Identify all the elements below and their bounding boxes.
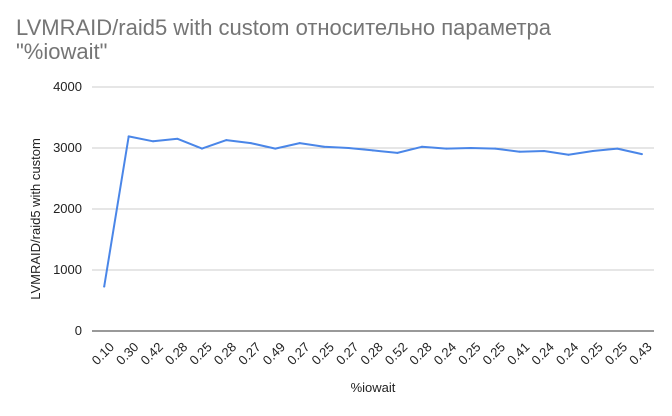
data-point [274, 147, 277, 150]
x-tick-label: 0.49 [260, 339, 289, 368]
data-point [200, 147, 203, 150]
x-tick-label: 0.28 [357, 339, 386, 368]
x-tick-label: 0.52 [382, 339, 411, 368]
data-point [591, 150, 594, 153]
x-tick-label: 0.28 [162, 339, 191, 368]
data-point [445, 147, 448, 150]
data-point [640, 153, 643, 156]
x-tick-label: 0.28 [211, 339, 240, 368]
data-point [103, 285, 106, 288]
x-tick-label: 0.10 [89, 339, 118, 368]
x-tick-label: 0.28 [406, 339, 435, 368]
data-point [372, 149, 374, 152]
data-point [127, 135, 130, 138]
data-point [298, 142, 301, 145]
data-point [469, 147, 472, 149]
x-tick-label: 0.27 [333, 339, 362, 368]
data-point [152, 140, 155, 143]
data-point [543, 150, 546, 153]
x-tick-label: 0.43 [626, 339, 655, 368]
x-tick-label: 0.24 [431, 339, 460, 368]
x-axis-title: %iowait [351, 380, 396, 395]
series-line [103, 135, 643, 288]
y-tick-label: 2000 [53, 201, 82, 216]
x-tick-label: 0.25 [480, 339, 509, 368]
x-tick-label: 0.42 [137, 339, 166, 368]
y-axis-title: LVMRAID/raid5 with custom [28, 138, 43, 300]
x-tick-label: 0.25 [602, 339, 631, 368]
y-tick-label: 0 [75, 323, 82, 338]
x-tick-label: 0.30 [113, 339, 142, 368]
data-point [176, 137, 179, 140]
x-tick-label: 0.27 [284, 339, 313, 368]
data-point [567, 153, 570, 156]
x-tick-label: 0.25 [309, 339, 338, 368]
y-tick-label: 1000 [53, 262, 82, 277]
x-tick-label: 0.27 [235, 339, 264, 368]
x-tick-label: 0.25 [186, 339, 215, 368]
y-tick-label: 4000 [53, 79, 82, 94]
data-point [518, 150, 521, 153]
data-point [347, 147, 350, 149]
x-tick-label: 0.41 [504, 339, 533, 368]
data-point [420, 145, 423, 148]
x-tick-label: 0.25 [577, 339, 606, 368]
data-point [494, 147, 497, 150]
data-point [396, 151, 399, 154]
x-tick-label: 0.25 [455, 339, 484, 368]
x-tick-label: 0.24 [553, 339, 582, 368]
x-tick-label: 0.24 [528, 339, 557, 368]
chart-title: LVMRAID/raid5 with custom относительно п… [16, 15, 551, 64]
y-tick-label: 3000 [53, 140, 82, 155]
data-point [249, 142, 252, 145]
data-point [225, 139, 228, 142]
data-point [616, 147, 619, 150]
data-point [323, 145, 326, 148]
